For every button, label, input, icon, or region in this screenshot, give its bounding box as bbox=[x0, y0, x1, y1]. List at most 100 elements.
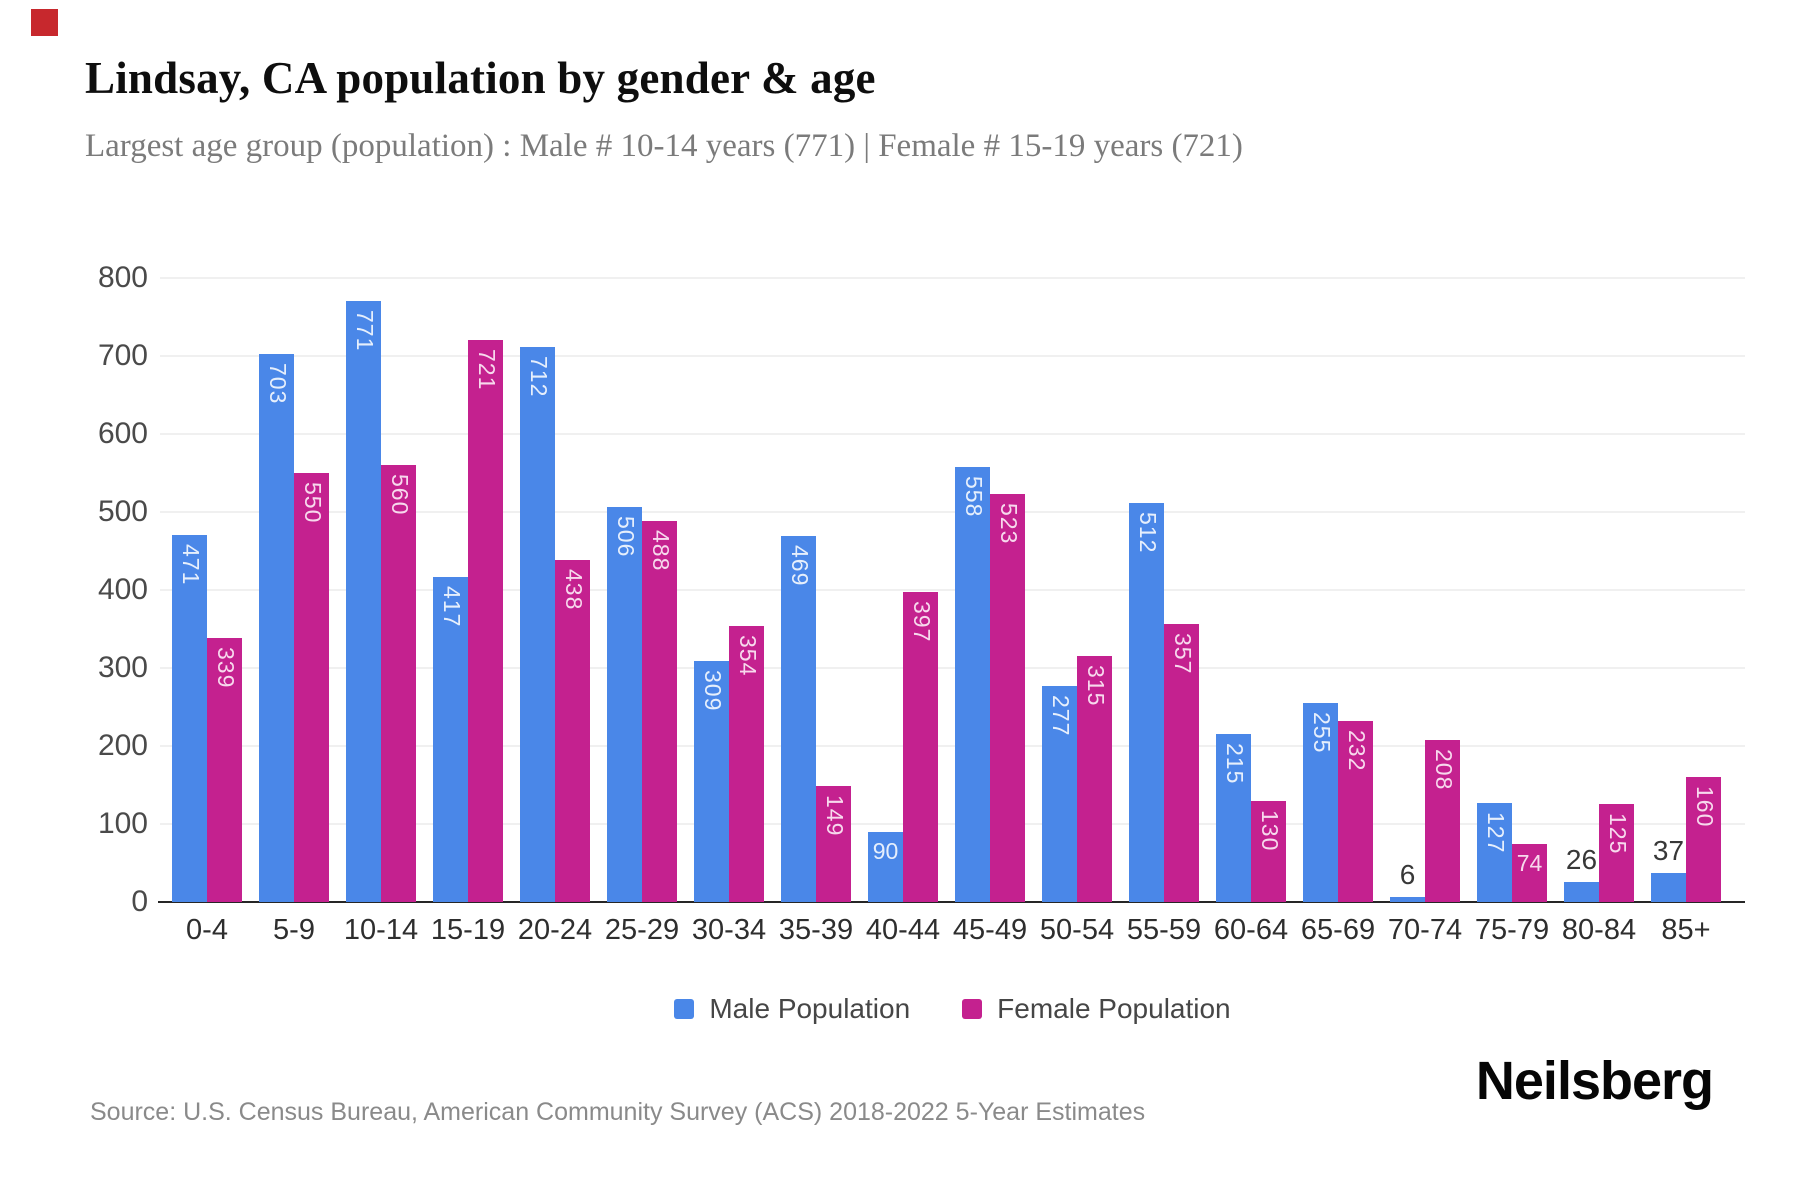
x-axis-label-45-49: 45-49 bbox=[952, 914, 1028, 946]
bar-value-male-50-54: 277 bbox=[1048, 695, 1074, 737]
bar-male-65-69 bbox=[1303, 703, 1338, 902]
x-axis-label-80-84: 80-84 bbox=[1561, 914, 1637, 946]
bar-value-female-75-79: 74 bbox=[1516, 850, 1543, 876]
x-axis-label-65-69: 65-69 bbox=[1300, 914, 1376, 946]
bar-male-50-54 bbox=[1042, 686, 1077, 902]
bar-value-female-45-49: 523 bbox=[996, 503, 1022, 545]
bar-female-65-69 bbox=[1338, 721, 1373, 902]
y-axis-label-300: 300 bbox=[97, 651, 148, 684]
x-axis-label-35-39: 35-39 bbox=[778, 914, 854, 946]
bar-female-35-39 bbox=[816, 786, 851, 902]
gridline-500 bbox=[160, 511, 1745, 513]
bar-value-female-65-69: 232 bbox=[1344, 730, 1370, 772]
bar-female-85+ bbox=[1686, 777, 1721, 902]
gridline-100 bbox=[160, 823, 1745, 825]
x-axis-label-75-79: 75-79 bbox=[1474, 914, 1550, 946]
bar-female-80-84 bbox=[1599, 804, 1634, 902]
bar-female-15-19 bbox=[468, 340, 503, 902]
bar-value-male-40-44: 90 bbox=[872, 838, 899, 864]
bar-value-female-60-64: 130 bbox=[1257, 810, 1283, 852]
bar-value-female-35-39: 149 bbox=[822, 795, 848, 837]
gridline-200 bbox=[160, 745, 1745, 747]
bar-value-female-80-84: 125 bbox=[1605, 813, 1631, 855]
bar-female-30-34 bbox=[729, 626, 764, 902]
legend-item-female: Female Population bbox=[962, 993, 1231, 1025]
bar-female-20-24 bbox=[555, 560, 590, 902]
bar-value-male-45-49: 558 bbox=[961, 476, 987, 518]
bar-value-male-35-39: 469 bbox=[787, 545, 813, 587]
bar-male-0-4 bbox=[172, 535, 207, 902]
legend-swatch-female bbox=[962, 999, 983, 1019]
corner-red-square bbox=[31, 9, 58, 36]
x-axis-label-85+: 85+ bbox=[1661, 914, 1711, 946]
bar-value-male-10-14: 771 bbox=[352, 310, 378, 352]
gridline-700 bbox=[160, 355, 1745, 357]
x-axis-label-5-9: 5-9 bbox=[273, 914, 315, 946]
bar-male-45-49 bbox=[955, 467, 990, 902]
legend-label-male: Male Population bbox=[709, 993, 911, 1024]
x-axis-label-30-34: 30-34 bbox=[691, 914, 767, 946]
x-axis-label-55-59: 55-59 bbox=[1126, 914, 1202, 946]
bar-female-0-4 bbox=[207, 638, 242, 902]
bar-female-75-79 bbox=[1512, 844, 1547, 902]
gridline-300 bbox=[160, 667, 1745, 669]
bar-value-female-10-14: 560 bbox=[387, 474, 413, 516]
y-axis-label-600: 600 bbox=[97, 417, 148, 450]
bar-value-female-5-9: 550 bbox=[300, 482, 326, 524]
bar-value-male-0-4: 471 bbox=[178, 544, 204, 586]
bar-male-80-84 bbox=[1564, 882, 1599, 902]
bar-female-45-49 bbox=[990, 494, 1025, 902]
y-axis-label-0: 0 bbox=[131, 885, 148, 918]
bar-male-60-64 bbox=[1216, 734, 1251, 902]
bar-value-female-50-54: 315 bbox=[1083, 665, 1109, 707]
legend-item-male: Male Population bbox=[674, 993, 910, 1025]
bar-female-55-59 bbox=[1164, 624, 1199, 902]
bar-female-70-74 bbox=[1425, 740, 1460, 902]
bar-male-40-44 bbox=[868, 832, 903, 902]
bar-value-male-55-59: 512 bbox=[1135, 512, 1161, 554]
bar-value-male-25-29: 506 bbox=[613, 516, 639, 558]
bar-female-40-44 bbox=[903, 592, 938, 902]
source-note: Source: U.S. Census Bureau, American Com… bbox=[90, 1098, 1146, 1126]
y-axis-label-100: 100 bbox=[97, 807, 148, 840]
bar-value-female-25-29: 488 bbox=[648, 530, 674, 572]
bar-male-5-9 bbox=[259, 354, 294, 902]
bar-male-75-79 bbox=[1477, 803, 1512, 902]
bar-value-female-15-19: 721 bbox=[474, 349, 500, 391]
bar-value-male-80-84: 26 bbox=[1565, 844, 1598, 875]
bar-value-female-30-34: 354 bbox=[735, 635, 761, 677]
bar-value-female-55-59: 357 bbox=[1170, 633, 1196, 675]
bar-male-85+ bbox=[1651, 873, 1686, 902]
gridline-600 bbox=[160, 433, 1745, 435]
bar-value-male-70-74: 6 bbox=[1399, 859, 1416, 890]
legend-swatch-male bbox=[674, 999, 695, 1019]
bar-male-70-74 bbox=[1390, 897, 1425, 902]
x-axis-label-50-54: 50-54 bbox=[1039, 914, 1115, 946]
x-axis-label-10-14: 10-14 bbox=[343, 914, 419, 946]
bar-value-female-85+: 160 bbox=[1692, 786, 1718, 828]
bar-female-25-29 bbox=[642, 521, 677, 902]
gridline-800 bbox=[160, 277, 1745, 279]
y-axis-label-700: 700 bbox=[97, 339, 148, 372]
bar-value-male-5-9: 703 bbox=[265, 363, 291, 405]
bar-male-15-19 bbox=[433, 577, 468, 902]
bar-female-60-64 bbox=[1251, 801, 1286, 902]
bar-male-35-39 bbox=[781, 536, 816, 902]
bar-male-55-59 bbox=[1129, 503, 1164, 902]
bar-female-5-9 bbox=[294, 473, 329, 902]
bar-value-male-75-79: 127 bbox=[1483, 812, 1509, 854]
bar-value-male-60-64: 215 bbox=[1222, 743, 1248, 785]
bar-male-25-29 bbox=[607, 507, 642, 902]
x-axis-label-15-19: 15-19 bbox=[430, 914, 506, 946]
y-axis-label-200: 200 bbox=[97, 729, 148, 762]
bar-female-10-14 bbox=[381, 465, 416, 902]
bar-female-50-54 bbox=[1077, 656, 1112, 902]
chart-legend: Male Population Female Population bbox=[160, 993, 1745, 1025]
gridline-400 bbox=[160, 589, 1745, 591]
x-axis-label-20-24: 20-24 bbox=[517, 914, 593, 946]
bar-male-30-34 bbox=[694, 661, 729, 902]
chart-title: Lindsay, CA population by gender & age bbox=[85, 53, 876, 103]
legend-label-female: Female Population bbox=[997, 993, 1231, 1024]
y-axis-label-500: 500 bbox=[97, 495, 148, 528]
